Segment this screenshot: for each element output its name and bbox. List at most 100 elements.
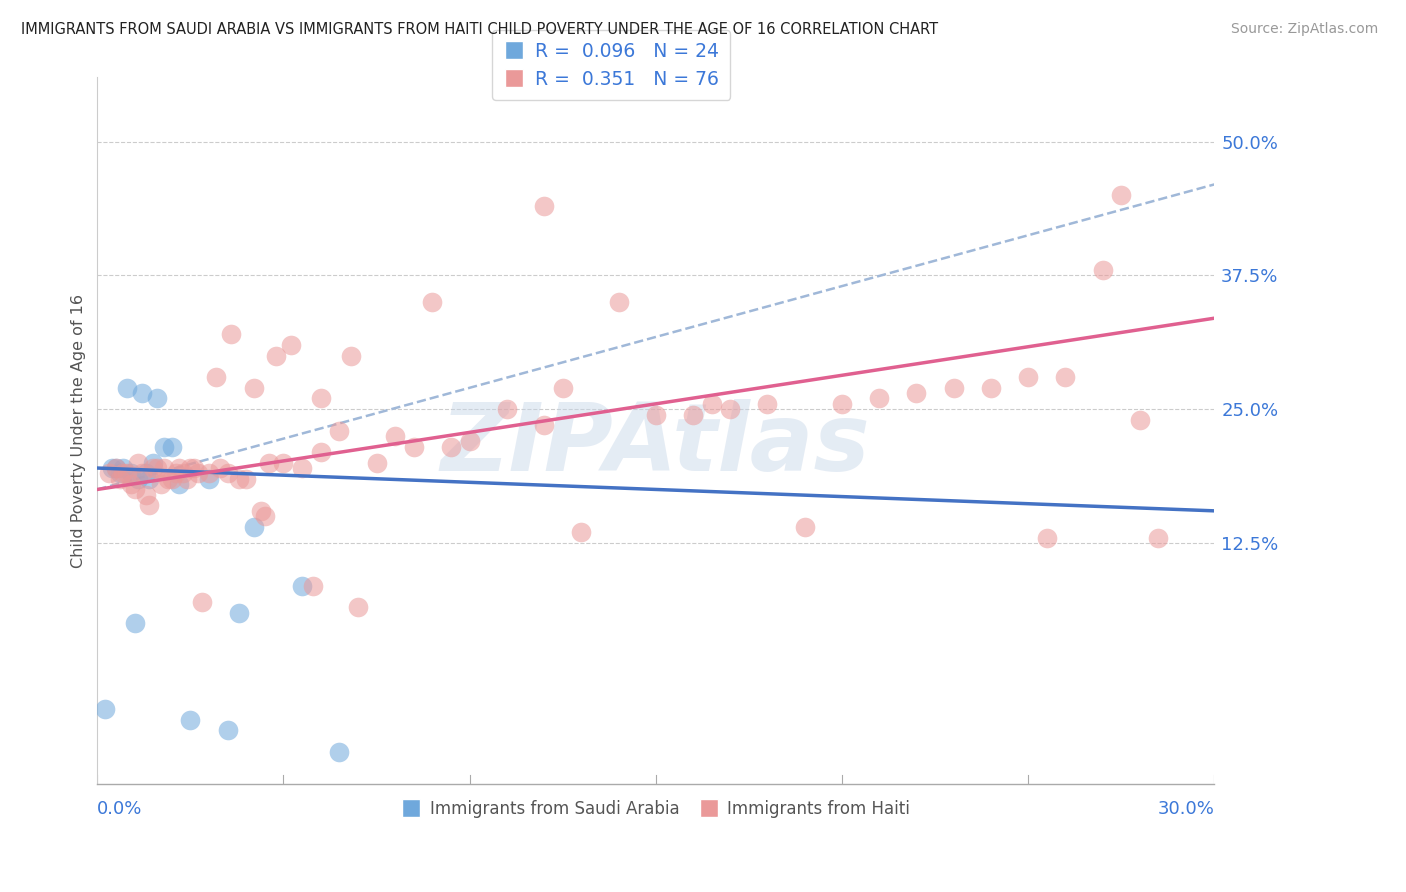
Legend: Immigrants from Saudi Arabia, Immigrants from Haiti: Immigrants from Saudi Arabia, Immigrants…	[395, 794, 917, 825]
Point	[495, 402, 517, 417]
Point	[124, 616, 146, 631]
Point	[124, 483, 146, 497]
Point	[138, 472, 160, 486]
Text: ZIPAtlas: ZIPAtlas	[441, 399, 870, 491]
Point	[253, 509, 276, 524]
Point	[135, 467, 157, 481]
Point	[1054, 370, 1077, 384]
Point	[190, 595, 212, 609]
Point	[108, 467, 131, 481]
Point	[339, 349, 361, 363]
Point	[1035, 531, 1057, 545]
Point	[1129, 413, 1152, 427]
Point	[165, 467, 187, 481]
Point	[347, 600, 370, 615]
Point	[533, 418, 555, 433]
Point	[149, 477, 172, 491]
Point	[127, 456, 149, 470]
Point	[793, 520, 815, 534]
Point	[831, 397, 853, 411]
Point	[440, 440, 463, 454]
Point	[718, 402, 741, 417]
Point	[328, 424, 350, 438]
Text: Source: ZipAtlas.com: Source: ZipAtlas.com	[1230, 22, 1378, 37]
Point	[146, 461, 169, 475]
Point	[176, 472, 198, 486]
Point	[756, 397, 779, 411]
Y-axis label: Child Poverty Under the Age of 16: Child Poverty Under the Age of 16	[72, 293, 86, 567]
Point	[115, 381, 138, 395]
Point	[273, 456, 295, 470]
Point	[250, 504, 273, 518]
Point	[242, 381, 264, 395]
Point	[291, 579, 314, 593]
Point	[179, 713, 201, 727]
Point	[309, 392, 332, 406]
Point	[228, 472, 250, 486]
Point	[142, 456, 165, 470]
Point	[366, 456, 388, 470]
Point	[153, 440, 176, 454]
Point	[422, 295, 444, 310]
Point	[309, 445, 332, 459]
Text: 0.0%: 0.0%	[97, 800, 143, 818]
Point	[221, 327, 243, 342]
Point	[569, 525, 592, 540]
Text: 30.0%: 30.0%	[1157, 800, 1215, 818]
Point	[167, 477, 190, 491]
Point	[868, 392, 890, 406]
Point	[217, 467, 239, 481]
Point	[160, 472, 183, 486]
Point	[112, 467, 135, 481]
Point	[127, 472, 149, 486]
Point	[1017, 370, 1039, 384]
Text: IMMIGRANTS FROM SAUDI ARABIA VS IMMIGRANTS FROM HAITI CHILD POVERTY UNDER THE AG: IMMIGRANTS FROM SAUDI ARABIA VS IMMIGRAN…	[21, 22, 938, 37]
Point	[607, 295, 630, 310]
Point	[94, 702, 117, 716]
Point	[533, 199, 555, 213]
Point	[120, 477, 142, 491]
Point	[217, 723, 239, 738]
Point	[187, 467, 209, 481]
Point	[131, 467, 153, 481]
Point	[142, 461, 165, 475]
Point	[135, 488, 157, 502]
Point	[138, 499, 160, 513]
Point	[153, 461, 176, 475]
Point	[205, 370, 228, 384]
Point	[198, 467, 221, 481]
Point	[120, 467, 142, 481]
Point	[167, 461, 190, 475]
Point	[209, 461, 232, 475]
Point	[551, 381, 574, 395]
Point	[458, 434, 481, 449]
Point	[264, 349, 287, 363]
Point	[980, 381, 1002, 395]
Point	[146, 392, 169, 406]
Point	[198, 472, 221, 486]
Point	[257, 456, 280, 470]
Point	[280, 338, 302, 352]
Point	[384, 429, 406, 443]
Point	[644, 408, 666, 422]
Point	[291, 461, 314, 475]
Point	[101, 461, 124, 475]
Point	[108, 472, 131, 486]
Point	[157, 472, 180, 486]
Point	[97, 467, 120, 481]
Point	[328, 745, 350, 759]
Point	[682, 408, 704, 422]
Point	[1091, 263, 1114, 277]
Point	[942, 381, 965, 395]
Point	[112, 461, 135, 475]
Point	[905, 386, 928, 401]
Point	[402, 440, 425, 454]
Point	[228, 606, 250, 620]
Point	[104, 461, 127, 475]
Point	[235, 472, 257, 486]
Point	[242, 520, 264, 534]
Point	[1147, 531, 1170, 545]
Point	[302, 579, 325, 593]
Point	[172, 467, 194, 481]
Point	[131, 386, 153, 401]
